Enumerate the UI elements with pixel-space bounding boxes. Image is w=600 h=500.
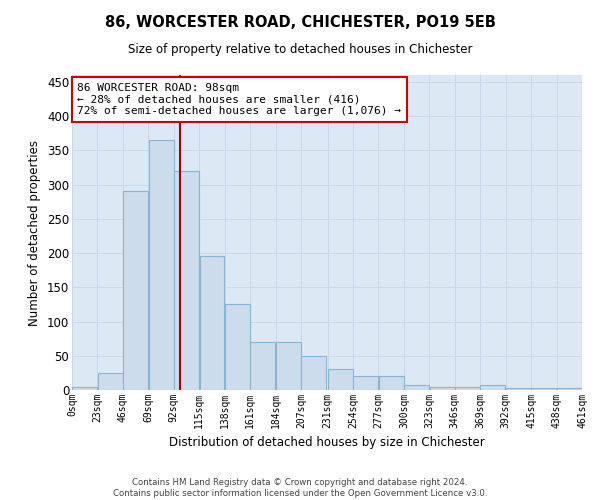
Text: 86, WORCESTER ROAD, CHICHESTER, PO19 5EB: 86, WORCESTER ROAD, CHICHESTER, PO19 5EB <box>104 15 496 30</box>
Bar <box>276 342 301 390</box>
Bar <box>301 356 326 390</box>
Bar <box>481 384 505 390</box>
Bar <box>199 256 224 390</box>
Bar <box>379 376 404 390</box>
Text: Contains HM Land Registry data © Crown copyright and database right 2024.
Contai: Contains HM Land Registry data © Crown c… <box>113 478 487 498</box>
Bar <box>557 388 582 390</box>
Bar <box>72 386 97 390</box>
X-axis label: Distribution of detached houses by size in Chichester: Distribution of detached houses by size … <box>169 436 485 450</box>
Bar <box>98 373 122 390</box>
Bar <box>250 342 275 390</box>
Y-axis label: Number of detached properties: Number of detached properties <box>28 140 41 326</box>
Text: 86 WORCESTER ROAD: 98sqm
← 28% of detached houses are smaller (416)
72% of semi-: 86 WORCESTER ROAD: 98sqm ← 28% of detach… <box>77 83 401 116</box>
Text: Size of property relative to detached houses in Chichester: Size of property relative to detached ho… <box>128 42 472 56</box>
Bar <box>225 304 250 390</box>
Bar <box>455 386 480 390</box>
Bar <box>430 386 455 390</box>
Bar <box>328 370 353 390</box>
Bar <box>532 388 556 390</box>
Bar <box>506 388 531 390</box>
Bar <box>353 376 378 390</box>
Bar <box>149 140 173 390</box>
Bar <box>404 384 429 390</box>
Bar <box>174 171 199 390</box>
Bar <box>123 192 148 390</box>
